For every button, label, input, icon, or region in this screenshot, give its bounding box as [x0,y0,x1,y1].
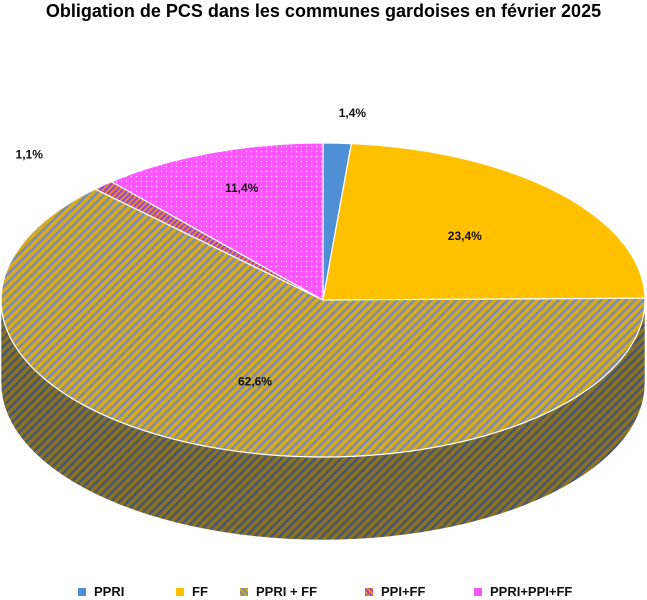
data-label-ppi-ff: 1,1% [16,147,44,161]
legend-item-ppri-ff: PPRI + FF [240,584,317,599]
data-label-ppri-ppi-ff: 11,4% [225,181,259,195]
legend-swatch [240,587,248,596]
legend-label: PPRI + FF [256,584,318,599]
legend-label: PPRI+PPI+FF [490,584,573,599]
chart-title: Obligation de PCS dans les communes gard… [45,1,602,21]
legend-swatch [176,587,184,596]
chart-legend: PPRI FF PPRI + FF PPI+FF PPRI+PPI+FF [0,584,647,600]
legend-item-ppri-ppi-ff: PPRI+PPI+FF [474,584,572,599]
legend-item-ppi-ff: PPI+FF [365,584,425,599]
legend-label: PPRI [94,584,125,599]
pie-slice-ppri-ppi-ff [110,142,324,302]
legend-swatch [365,587,373,596]
pie-top-layer [0,142,646,458]
pie-chart: 1,4% 23,4% 62,6% 1,1% 11,4% [0,106,646,541]
data-label-ppri-ff: 62,6% [238,374,272,388]
legend-label: PPI+FF [381,584,426,599]
legend-item-ff: FF [176,584,208,599]
pie-slice-ppri-ff [0,188,646,458]
legend-item-ppri: PPRI [78,584,124,599]
pie-slice-ff [322,142,646,301]
legend-swatch [78,587,86,596]
pie-slice-ppi-ff [93,180,324,301]
data-label-ppri: 1,4% [339,106,367,120]
legend-swatch [474,587,482,596]
pie-label-layer: 1,4% 23,4% 62,6% 1,1% 11,4% [16,106,483,388]
legend-label: FF [192,584,208,599]
data-label-ff: 23,4% [448,229,482,243]
